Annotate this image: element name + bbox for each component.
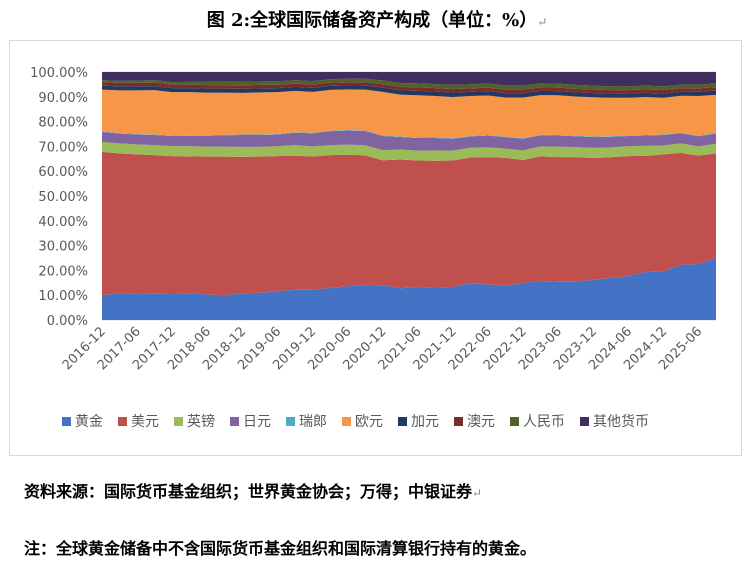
legend: 黄金 美元 英镑 日元 瑞郎 欧元 加元 澳元 人民币 其他货币 [62, 413, 649, 430]
y-tick-label: 10.00% [38, 289, 88, 304]
y-tick-label: 40.00% [38, 215, 88, 230]
y-tick-label: 50.00% [38, 190, 88, 205]
paragraph-marker: ↵ [472, 486, 483, 500]
legend-label: 欧元 [355, 414, 383, 430]
legend-swatch [398, 417, 407, 426]
legend-label: 其他货币 [593, 413, 649, 430]
legend-label: 瑞郎 [299, 414, 327, 430]
y-tick-label: 100.00% [30, 66, 88, 81]
legend-label: 黄金 [75, 413, 103, 430]
legend-swatch [342, 417, 351, 426]
legend-swatch [454, 417, 463, 426]
area-英镑 [102, 141, 716, 161]
legend-swatch [230, 417, 239, 426]
legend-label: 澳元 [467, 414, 495, 430]
chart-title: 图 2:全球国际储备资产构成（单位：%）↵ [206, 10, 548, 31]
y-tick-label: 80.00% [38, 116, 88, 131]
legend-swatch [286, 417, 295, 426]
legend-swatch [62, 417, 71, 426]
y-tick-label: 20.00% [38, 264, 88, 279]
note-text: 注：全球黄金储备中不含国际货币基金组织和国际清算银行持有的黄金。 [24, 539, 537, 558]
y-tick-label: 30.00% [38, 240, 88, 255]
y-tick-label: 90.00% [38, 91, 88, 106]
legend-label: 英镑 [187, 413, 215, 430]
legend-label: 美元 [131, 414, 159, 430]
area-黄金 [102, 258, 716, 320]
area-澳元 [102, 82, 716, 94]
legend-swatch [118, 417, 127, 426]
paragraph-marker: ↵ [537, 15, 548, 29]
area-人民币 [102, 78, 716, 91]
area-其他货币 [102, 72, 716, 87]
legend-label: 人民币 [523, 414, 565, 430]
y-tick-label: 0.00% [47, 314, 88, 329]
area-series [102, 72, 716, 320]
y-axis-ticks: 0.00% 10.00% 20.00% 30.00% 40.00% 50.00% 60.00… [30, 66, 88, 329]
area-日元 [102, 130, 716, 151]
legend-label: 加元 [411, 414, 439, 430]
legend-swatch [510, 417, 519, 426]
x-axis-ticks: 2016-122017-062017-122018-062018-122019-… [60, 324, 705, 373]
area-加元 [102, 85, 716, 98]
y-tick-label: 70.00% [38, 140, 88, 155]
area-欧元 [102, 89, 716, 139]
area-美元 [102, 151, 716, 296]
legend-swatch [580, 417, 589, 426]
legend-swatch [174, 417, 183, 426]
y-tick-label: 60.00% [38, 165, 88, 180]
legend-label: 日元 [243, 414, 271, 430]
source-text: 资料来源：国际货币基金组织；世界黄金协会；万得；中银证券↵ [24, 482, 483, 501]
